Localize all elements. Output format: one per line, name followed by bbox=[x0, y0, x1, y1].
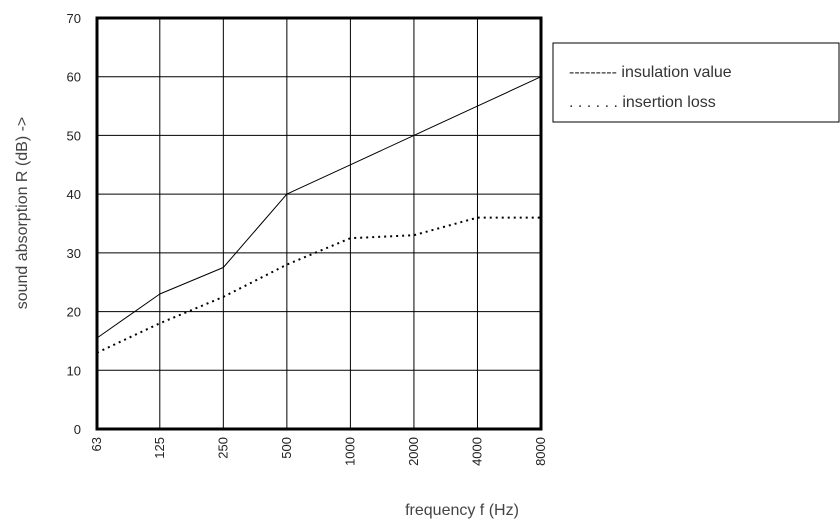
legend-entry-insulation-value: --------- insulation value bbox=[569, 64, 732, 81]
x-tick-label: 2000 bbox=[406, 437, 421, 466]
x-axis-label: frequency f (Hz) bbox=[405, 502, 519, 519]
legend-box bbox=[552, 42, 840, 123]
x-tick-label: 4000 bbox=[469, 437, 484, 466]
series-line-insulation-value bbox=[96, 76, 542, 339]
series-lines bbox=[96, 76, 542, 354]
plot-frame bbox=[95, 16, 543, 431]
x-tick-label: 63 bbox=[89, 437, 104, 451]
x-tick-labels: 63 125 250 500 1000 2000 4000 8000 bbox=[89, 437, 548, 466]
x-tick-label: 500 bbox=[279, 437, 294, 459]
y-tick-label: 60 bbox=[67, 70, 81, 85]
y-tick-label: 10 bbox=[67, 363, 81, 378]
y-tick-label: 0 bbox=[74, 422, 81, 437]
x-tick-label: 8000 bbox=[533, 437, 548, 466]
x-tick-label: 1000 bbox=[342, 437, 357, 466]
y-tick-label: 40 bbox=[67, 187, 81, 202]
legend: --------- insulation value . . . . . . i… bbox=[552, 42, 840, 123]
y-tick-labels: 0 10 20 30 40 50 60 70 bbox=[67, 11, 81, 437]
y-tick-label: 20 bbox=[67, 305, 81, 320]
y-tick-label: 30 bbox=[67, 246, 81, 261]
y-tick-label: 50 bbox=[67, 128, 81, 143]
x-tick-label: 250 bbox=[215, 437, 230, 459]
grid-lines bbox=[97, 18, 541, 429]
legend-entry-insertion-loss: . . . . . . insertion loss bbox=[569, 94, 716, 111]
y-axis-label: sound absorption R (dB) -> bbox=[14, 117, 31, 310]
x-tick-label: 125 bbox=[152, 437, 167, 459]
series-line-insertion-loss bbox=[96, 216, 541, 354]
y-tick-label: 70 bbox=[67, 11, 81, 26]
